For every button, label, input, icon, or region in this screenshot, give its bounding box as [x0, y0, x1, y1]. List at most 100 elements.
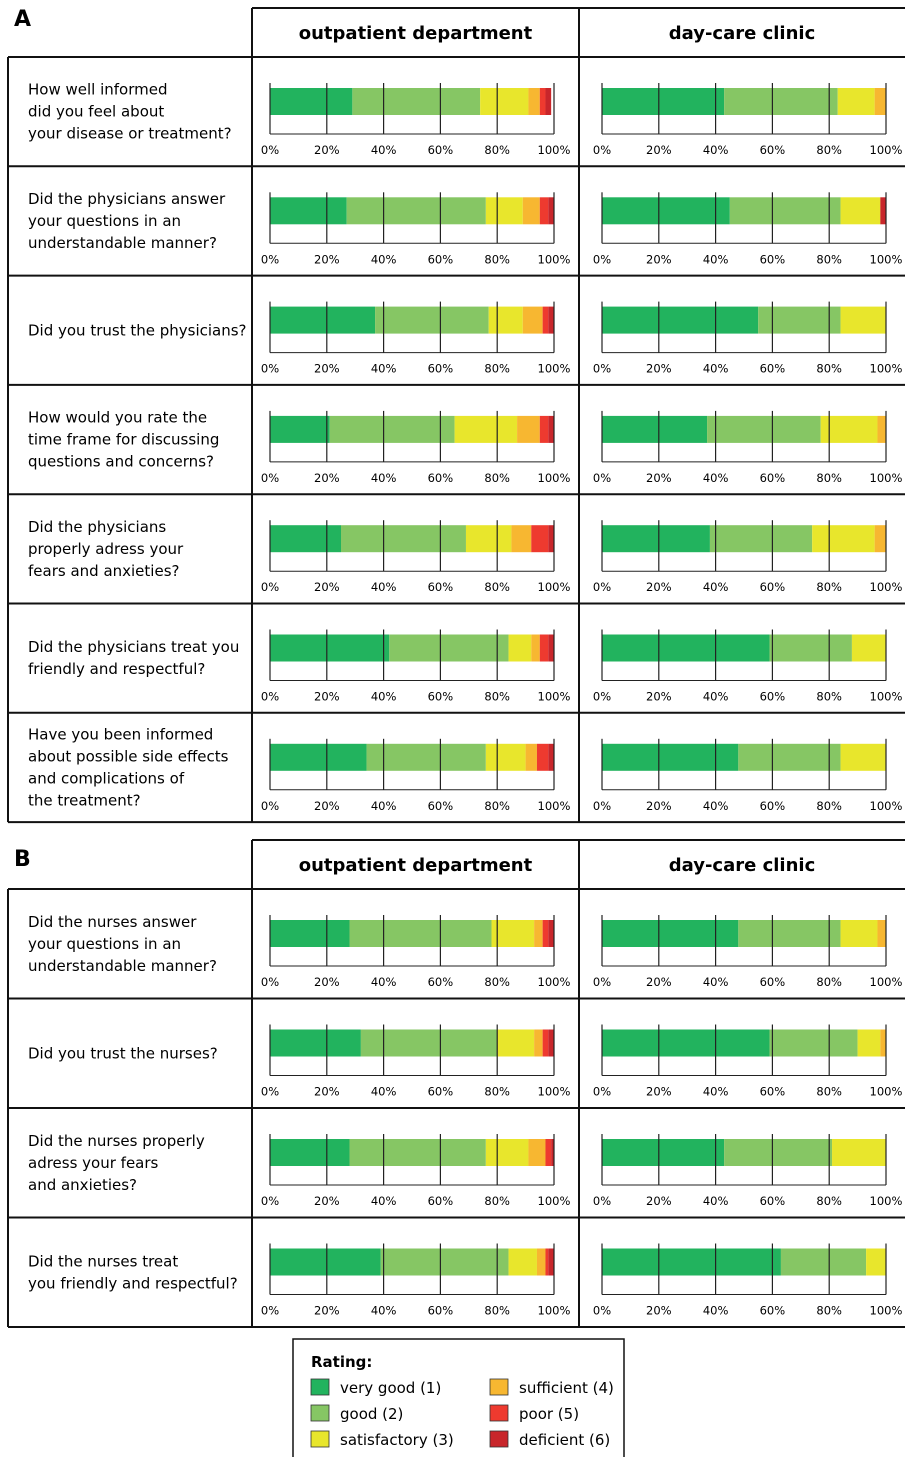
column-title-daycare: day-care clinic [669, 23, 816, 44]
bar-segment-satisfactory [812, 525, 875, 553]
bar-segment-very-good [270, 1029, 361, 1057]
bar-segment-satisfactory [851, 634, 886, 662]
bar-segment-good [349, 920, 492, 947]
bar-segment-very-good [270, 525, 341, 553]
tick-label: 40% [703, 1194, 729, 1208]
question-text: adress your fears [28, 1154, 159, 1172]
tick-label: 0% [593, 1194, 611, 1208]
tick-label: 100% [870, 143, 903, 157]
tick-label: 80% [816, 362, 842, 376]
bar-segment-satisfactory [866, 1248, 886, 1276]
tick-label: 60% [428, 1304, 454, 1318]
tick-label: 0% [261, 143, 279, 157]
tick-label: 20% [646, 252, 672, 266]
bar-segment-good [366, 743, 486, 771]
bar-segment-good [349, 1139, 486, 1166]
bar-segment-sufficient [511, 525, 532, 553]
tick-label: 40% [703, 252, 729, 266]
bar-segment-satisfactory [840, 197, 881, 225]
tick-label: 60% [428, 143, 454, 157]
bar-segment-good [360, 1029, 498, 1057]
tick-label: 20% [646, 799, 672, 813]
bar-segment-sufficient [874, 525, 886, 553]
tick-label: 100% [870, 252, 903, 266]
bar-segment-good [341, 525, 466, 553]
bar-segment-poor [542, 920, 549, 947]
tick-label: 40% [703, 471, 729, 485]
bar-segment-very-good [602, 634, 770, 662]
bar-segment-good [352, 88, 481, 115]
question-text: did you feel about [28, 103, 164, 121]
question-text: time frame for discussing [28, 431, 219, 449]
bar-segment-very-good [602, 415, 708, 443]
question-text: your disease or treatment? [28, 125, 232, 143]
question-text: Have you been informed [28, 725, 213, 743]
question-text: How well informed [28, 81, 168, 99]
tick-label: 60% [428, 580, 454, 594]
tick-label: 80% [484, 1085, 510, 1099]
tick-label: 80% [484, 362, 510, 376]
tick-label: 80% [816, 1304, 842, 1318]
bar-segment-poor [545, 1248, 549, 1276]
bar-segment-poor [539, 88, 546, 115]
tick-label: 40% [371, 580, 397, 594]
question-text: you friendly and respectful? [28, 1274, 238, 1292]
tick-label: 80% [816, 975, 842, 989]
bar-segment-very-good [602, 197, 730, 225]
question-text: questions and concerns? [28, 453, 214, 471]
legend-swatch-sufficient [489, 1378, 509, 1396]
tick-label: 100% [870, 975, 903, 989]
bar-segment-deficient [548, 197, 554, 225]
bar-segment-good [346, 197, 486, 225]
tick-label: 100% [870, 580, 903, 594]
question-text: the treatment? [28, 791, 141, 809]
bar-segment-sufficient [522, 306, 543, 334]
panel-letter: B [14, 847, 31, 872]
tick-label: 20% [314, 690, 340, 704]
tick-label: 20% [314, 799, 340, 813]
bar-segment-sufficient [534, 920, 543, 947]
tick-label: 0% [593, 975, 611, 989]
tick-label: 100% [870, 362, 903, 376]
bar-segment-satisfactory [820, 415, 878, 443]
tick-label: 0% [261, 975, 279, 989]
tick-label: 100% [870, 690, 903, 704]
tick-label: 60% [760, 799, 786, 813]
tick-label: 20% [646, 471, 672, 485]
tick-label: 0% [593, 471, 611, 485]
tick-label: 80% [484, 471, 510, 485]
tick-label: 20% [314, 1194, 340, 1208]
bar-segment-satisfactory [485, 197, 523, 225]
tick-label: 60% [428, 1085, 454, 1099]
tick-label: 100% [538, 975, 571, 989]
tick-label: 60% [760, 362, 786, 376]
tick-label: 0% [593, 1085, 611, 1099]
bar-segment-deficient [548, 743, 554, 771]
legend-box [292, 1338, 625, 1457]
bar-segment-satisfactory [508, 1248, 537, 1276]
tick-label: 40% [371, 690, 397, 704]
tick-label: 40% [371, 1194, 397, 1208]
bar-segment-good [709, 525, 813, 553]
question-text: Did the physicians answer [28, 190, 226, 208]
bar-segment-poor [542, 306, 549, 334]
column-title-outpatient: outpatient department [299, 23, 533, 44]
bar-segment-good [729, 197, 841, 225]
bar-segment-very-good [602, 525, 710, 553]
question-text: Did the nurses answer [28, 913, 197, 931]
tick-label: 0% [593, 252, 611, 266]
bar-segment-satisfactory [840, 920, 878, 947]
bar-segment-very-good [270, 415, 330, 443]
tick-label: 40% [703, 362, 729, 376]
tick-label: 100% [538, 1194, 571, 1208]
tick-label: 0% [261, 252, 279, 266]
tick-label: 100% [538, 471, 571, 485]
tick-label: 100% [538, 690, 571, 704]
bar-segment-good [380, 1248, 509, 1276]
tick-label: 40% [703, 1304, 729, 1318]
tick-label: 80% [484, 143, 510, 157]
question-text: your questions in an [28, 935, 181, 953]
tick-label: 40% [703, 690, 729, 704]
bar-segment-good [769, 1029, 858, 1057]
